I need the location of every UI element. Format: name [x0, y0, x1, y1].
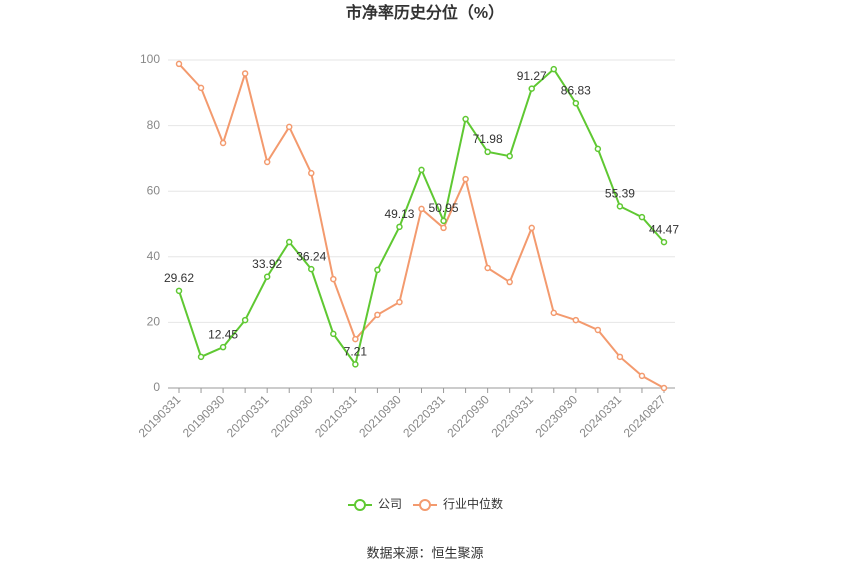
data-label: 91.27 [517, 69, 547, 83]
data-point [550, 65, 558, 73]
series-line [178, 63, 665, 389]
y-tick-label: 40 [147, 249, 161, 263]
data-point [396, 298, 403, 306]
data-label: 86.83 [561, 83, 591, 97]
data-point [616, 203, 624, 210]
data-point [594, 145, 602, 153]
x-tick-label: 20240331 [577, 392, 625, 440]
legend-label[interactable]: 行业中位数 [443, 496, 503, 511]
data-label: 33.92 [252, 257, 282, 271]
data-point [440, 217, 447, 225]
data-point [528, 85, 535, 92]
data-point [506, 152, 513, 160]
data-point [219, 343, 227, 351]
data-point [285, 123, 293, 131]
x-tick-label: 20230331 [488, 392, 536, 440]
data-point [484, 264, 491, 272]
series-line [178, 67, 665, 367]
data-point [308, 169, 315, 177]
data-point [308, 265, 315, 273]
data-point [638, 372, 646, 380]
data-point [440, 224, 447, 232]
data-label: 36.24 [296, 249, 326, 263]
data-point [418, 205, 425, 213]
data-point [352, 335, 359, 343]
data-label: 29.62 [164, 271, 194, 285]
y-tick-label: 20 [147, 315, 161, 329]
data-point [462, 115, 469, 123]
data-point [484, 148, 491, 156]
data-label: 7.21 [344, 345, 368, 359]
legend-label[interactable]: 公司 [378, 497, 402, 511]
data-label: 71.98 [473, 132, 503, 146]
data-point [241, 316, 249, 324]
data-point [197, 84, 205, 92]
data-point [285, 238, 293, 246]
data-label: 50.95 [429, 201, 459, 215]
data-point [175, 287, 183, 295]
x-tick-label: 20240827 [621, 392, 669, 440]
data-point [330, 330, 337, 338]
y-tick-label: 60 [147, 183, 161, 197]
x-tick-label: 20190930 [180, 392, 228, 440]
data-point [660, 238, 668, 246]
data-point [462, 175, 469, 183]
y-tick-label: 80 [147, 118, 161, 132]
data-point [374, 311, 381, 319]
chart-title: 市净率历史分位（%） [346, 3, 504, 22]
x-tick-label: 20210930 [356, 392, 404, 440]
data-point [241, 70, 249, 77]
x-tick-label: 20200930 [268, 392, 316, 440]
x-tick-label: 20200331 [224, 392, 272, 440]
data-point [263, 158, 271, 166]
legend-swatch[interactable] [419, 499, 431, 511]
source: 数据来源：恒生聚源 [366, 545, 483, 560]
data-point [572, 316, 580, 324]
data-point [594, 326, 602, 334]
data-point [197, 353, 205, 361]
data-point [550, 309, 558, 317]
data-point [219, 139, 227, 147]
data-point [638, 213, 646, 221]
y-tick-label: 100 [140, 52, 160, 66]
data-point [396, 223, 403, 231]
data-label: 49.13 [384, 207, 414, 221]
legend-swatch[interactable] [354, 499, 366, 511]
data-label: 44.47 [649, 222, 679, 236]
data-point [660, 384, 668, 392]
data-point [528, 224, 535, 232]
data-point [352, 361, 359, 368]
data-point [418, 166, 425, 174]
data-point [506, 278, 513, 286]
data-point [330, 275, 337, 283]
data-point [175, 60, 183, 68]
y-tick-label: 0 [153, 380, 160, 394]
x-tick-label: 20230930 [533, 392, 581, 440]
x-tick-label: 20190331 [136, 392, 184, 440]
x-tick-label: 20210331 [312, 392, 360, 440]
data-label: 12.45 [208, 327, 238, 341]
data-point [263, 273, 271, 280]
x-tick-label: 20220930 [444, 392, 492, 440]
data-point [374, 266, 381, 274]
data-label: 55.39 [605, 186, 635, 200]
data-point [616, 353, 624, 361]
data-point [572, 99, 580, 107]
x-tick-label: 20220331 [400, 392, 448, 440]
